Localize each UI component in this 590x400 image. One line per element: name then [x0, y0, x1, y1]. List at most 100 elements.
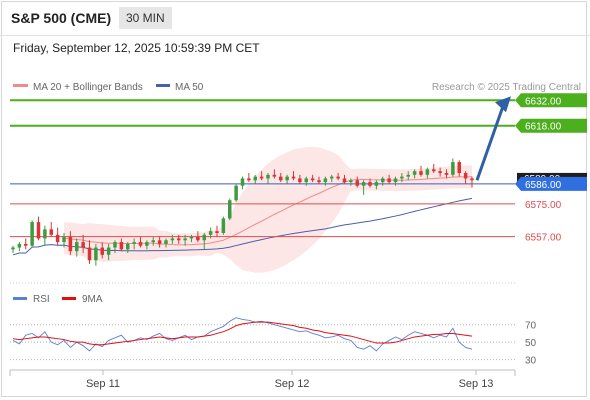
candle-body [145, 242, 149, 246]
candle-body [336, 176, 340, 179]
candle-body [74, 242, 79, 252]
rsi-tick-50: 50 [525, 338, 537, 349]
candle-body [387, 178, 391, 183]
rsi-ma9-line [12, 321, 473, 346]
candle-body [374, 182, 379, 186]
candle-body [215, 231, 219, 233]
bollinger-band [64, 146, 472, 273]
candle-body [278, 176, 283, 181]
instrument-title: S&P 500 (CME) [11, 10, 112, 26]
candle-body [470, 178, 474, 181]
candle-body [304, 178, 309, 183]
candle-body [291, 176, 296, 179]
level-label-6557.00: 6557.00 [525, 233, 562, 244]
candle-body [221, 218, 226, 233]
candle-body [272, 174, 277, 177]
candle-body [419, 171, 423, 175]
candle-body [259, 176, 264, 179]
candle-body [400, 176, 404, 179]
rsi-legend-swatch [13, 297, 27, 300]
price-tag-6632.00[interactable] [515, 93, 587, 108]
candle-body [247, 178, 251, 181]
time-tick-label: Sep 12 [275, 378, 310, 390]
candle-body [23, 243, 28, 246]
ma20-legend-label: MA 20 + Bollinger Bands [33, 82, 143, 93]
candle-body [189, 236, 194, 239]
candle-body [196, 236, 200, 241]
candle-body [208, 231, 213, 235]
credit-text: Research © 2025 Trading Central [432, 82, 581, 93]
candle-body [157, 240, 162, 244]
candle-body [183, 238, 187, 241]
forecast-arrow-head [495, 96, 511, 113]
price-tag-6586.00[interactable] [515, 176, 587, 191]
candle-body [227, 200, 232, 219]
candle-body [317, 180, 321, 183]
candle-body [266, 174, 270, 179]
candle-body [81, 242, 85, 248]
candle-body [106, 247, 111, 255]
candle-body [151, 240, 156, 243]
candle-body [36, 222, 41, 239]
candle-body [170, 238, 175, 241]
candle-body [100, 247, 105, 255]
candle-body [11, 247, 15, 250]
candle-body [119, 242, 124, 250]
candle-body [87, 247, 92, 261]
candle-body [349, 180, 353, 183]
price-tag-text-6586.00: 6586.00 [525, 180, 562, 191]
candle-body [285, 176, 289, 181]
candle-body [138, 242, 143, 246]
candle-body [406, 174, 411, 177]
candle-body [298, 178, 302, 183]
header-divider [0, 35, 590, 36]
candle-body [68, 236, 73, 252]
candle-body [323, 178, 328, 183]
candle-body [355, 180, 360, 186]
price-tag-text-6618.00: 6618.00 [525, 122, 562, 133]
candle-body [463, 173, 468, 179]
candle-body [176, 238, 181, 241]
candle-body [368, 182, 372, 186]
candle-body [49, 229, 54, 235]
ma9-legend-swatch [62, 297, 76, 300]
ma9-legend-label: 9MA [82, 294, 103, 305]
candle-body [444, 173, 449, 175]
ma50-legend-swatch [156, 84, 170, 87]
candle-body [132, 242, 136, 244]
candle-body [253, 176, 258, 181]
candle-body [393, 178, 398, 183]
candle-body [17, 243, 22, 248]
ma50-legend-label: MA 50 [175, 82, 204, 93]
candle-body [361, 182, 366, 186]
candle-body [125, 243, 130, 250]
candle-body [380, 178, 385, 183]
candle-body [438, 171, 442, 173]
candle-body [425, 169, 430, 175]
price-tag-6618.00[interactable] [515, 118, 587, 133]
candle-body [43, 229, 47, 239]
candle-body [240, 178, 245, 186]
candle-body [457, 162, 462, 173]
candle-body [310, 178, 315, 181]
time-tick-label: Sep 13 [459, 378, 494, 390]
time-tick-label: Sep 11 [86, 378, 120, 390]
level-label-6575.00: 6575.00 [525, 200, 562, 211]
forecast-arrow-shaft [475, 105, 505, 181]
candle-body [62, 236, 66, 243]
candle-body [94, 247, 98, 261]
candle-body [329, 176, 334, 179]
interval-button[interactable]: 30 MIN [119, 7, 172, 29]
candle-body [55, 234, 60, 243]
price-tag-text-6632.00: 6632.00 [525, 96, 562, 107]
candle-body [342, 178, 347, 183]
rsi-legend-label: RSI [33, 294, 50, 305]
candle-body [451, 162, 455, 175]
rsi-line [12, 317, 473, 352]
candle-body [202, 234, 207, 241]
chart-header: S&P 500 (CME) 30 MIN [0, 0, 590, 36]
rsi-tick-30: 30 [525, 356, 537, 367]
candle-body [234, 185, 238, 201]
